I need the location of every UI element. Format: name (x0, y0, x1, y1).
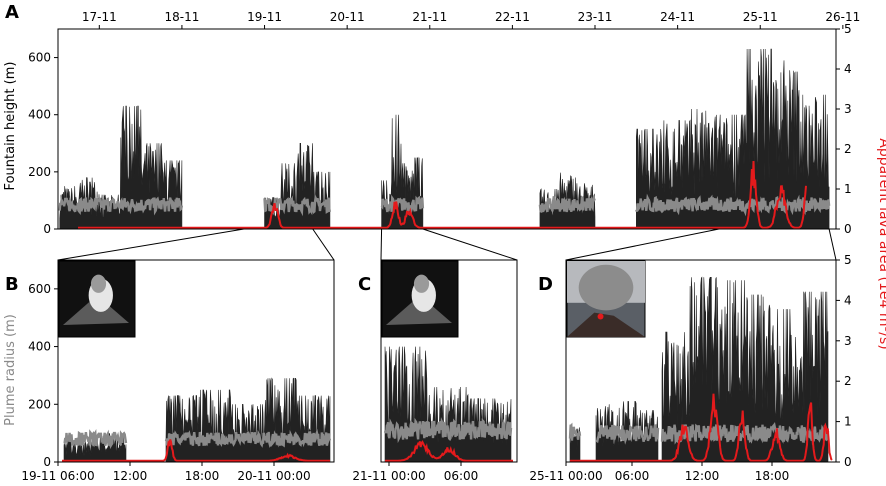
panel-b-frame (57, 259, 335, 463)
fountain-height-axis-title: Fountain height (m) (3, 62, 18, 191)
panel-a-y2-tick-label: 4 (844, 62, 852, 76)
panel-b-x-tick-label: 19-11 06:00 (21, 469, 94, 483)
panel-a-x-tick-label: 21-11 (412, 10, 447, 24)
panel-b-segment-1-plume-line (63, 429, 128, 450)
panel-d-y2-tick-label: 3 (844, 334, 852, 348)
panel-label-c: C (358, 274, 371, 295)
panel-c-segment-1-plume-line (383, 416, 513, 444)
zoom-connector-line (422, 228, 518, 261)
panel-b-segment-2-fountain-area (165, 377, 331, 463)
panel-a-segment-2-fountain-area (264, 143, 331, 230)
panel-d-photo-plume (578, 264, 634, 311)
panel-d-segment-3-fountain-area (661, 276, 829, 463)
zoom-connector-line (312, 228, 335, 261)
panel-b-y-tick-label: 600 (28, 282, 51, 296)
lava-area-axis-title-end: /s) (876, 332, 886, 349)
panel-d-y2-tick-label: 1 (844, 415, 852, 429)
panel-a-y-tick-label: 200 (28, 165, 51, 179)
lava-area-axis-title-main: Apparent lava area (1e4 m (876, 138, 886, 326)
panel-a-x-tick-label: 23-11 (578, 10, 613, 24)
panel-c-photo-glow (413, 274, 430, 293)
panel-d-y2-tick-label: 5 (844, 253, 852, 267)
panel-label-d: D (538, 274, 553, 295)
panel-b-lava-line (62, 439, 330, 462)
lava-area-axis-title-sup: 3 (882, 327, 886, 333)
panel-a-segment-5-plume-line (635, 193, 831, 217)
panel-a-x-tick-label: 22-11 (495, 10, 530, 24)
panel-a-y-tick-label: 0 (43, 222, 51, 236)
panel-b-x-tick-label: 18:00 (185, 469, 220, 483)
panel-d-frame (565, 259, 837, 463)
panel-a-x-tick-label: 25-11 (743, 10, 778, 24)
panel-d-x-tick-label: 12:00 (685, 469, 720, 483)
panel-d-segment-2-plume-line (595, 423, 660, 445)
panel-c-x-tick-label: 06:00 (444, 469, 479, 483)
panel-c-frame (380, 259, 518, 463)
panel-d-y2-tick-label: 4 (844, 293, 852, 307)
panel-b-photo-glow (90, 274, 107, 293)
panel-a-segment-4-plume-line (538, 194, 596, 214)
panel-b-y-tick-label: 0 (43, 455, 51, 469)
panel-b-y-tick-label: 400 (28, 340, 51, 354)
panel-d-y2-tick-label: 2 (844, 374, 852, 388)
panel-a-segment-3-plume-line (380, 194, 425, 214)
panel-a-y-tick-label: 600 (28, 51, 51, 65)
zoom-connector-line (380, 228, 383, 261)
panel-a-x-tick-label: 26-11 (825, 10, 860, 24)
zoom-connector-line (565, 228, 720, 261)
panel-d-x-tick-label: 25-11 00:00 (529, 469, 602, 483)
zoom-connector-line (828, 228, 837, 261)
lava-area-axis-title: Apparent lava area (1e4 m3/s) (876, 138, 886, 349)
panel-a-segment-5-fountain-area (635, 48, 830, 230)
panel-a-x-tick-label: 20-11 (330, 10, 365, 24)
panel-label-a: A (5, 2, 19, 23)
panel-a-y2-tick-label: 0 (844, 222, 852, 236)
zoom-connector-line (57, 228, 244, 261)
panel-c-lava-line (385, 440, 513, 462)
panel-b-x-tick-label: 12:00 (113, 469, 148, 483)
panel-a-y2-tick-label: 2 (844, 142, 852, 156)
panel-d-x-tick-label: 18:00 (755, 469, 790, 483)
panel-a-lava-line (78, 160, 807, 229)
text-layer: A B C D Fountain height (m) Plume radius… (3, 2, 886, 426)
panel-b-y-tick-label: 200 (28, 397, 51, 411)
panel-d-y2-tick-label: 0 (844, 455, 852, 469)
panel-a-x-tick-label: 24-11 (660, 10, 695, 24)
panel-d-photo (566, 260, 646, 338)
panel-a-frame (57, 28, 837, 230)
panel-b-photo (58, 260, 136, 338)
panel-a-segment-1-plume-line (58, 196, 184, 216)
panel-a-y2-tick-label: 3 (844, 102, 852, 116)
panel-d-photo-glow (597, 313, 604, 320)
panel-a-segment-4-fountain-area (539, 172, 596, 230)
panel-d-lava-line (570, 393, 833, 462)
panel-d-segment-1-plume-line (568, 422, 582, 441)
panel-d-photo-cone (567, 312, 645, 337)
plume-radius-axis-title: Plume radius (m) (3, 314, 18, 426)
panel-b-x-tick-label: 20-11 00:00 (237, 469, 310, 483)
panel-a-y2-tick-label: 5 (844, 22, 852, 36)
panel-a-x-tick-label: 17-11 (82, 10, 117, 24)
panel-a-x-tick-label: 19-11 (247, 10, 282, 24)
data-layer (58, 48, 833, 463)
panel-b-segment-2-plume-line (164, 428, 332, 448)
panel-a-segment-1-fountain-area (59, 105, 183, 230)
panel-d-x-tick-label: 06:00 (615, 469, 650, 483)
panel-a-x-tick-label: 18-11 (164, 10, 199, 24)
panel-a-y2-tick-label: 1 (844, 182, 852, 196)
panel-a-y-tick-label: 400 (28, 108, 51, 122)
panel-d-segment-3-plume-line (660, 422, 830, 446)
panel-c-segment-1-fountain-area (384, 346, 512, 463)
panel-c-x-tick-label: 21-11 00:00 (352, 469, 425, 483)
panel-c-photo (381, 260, 459, 338)
panel-label-b: B (5, 274, 19, 295)
